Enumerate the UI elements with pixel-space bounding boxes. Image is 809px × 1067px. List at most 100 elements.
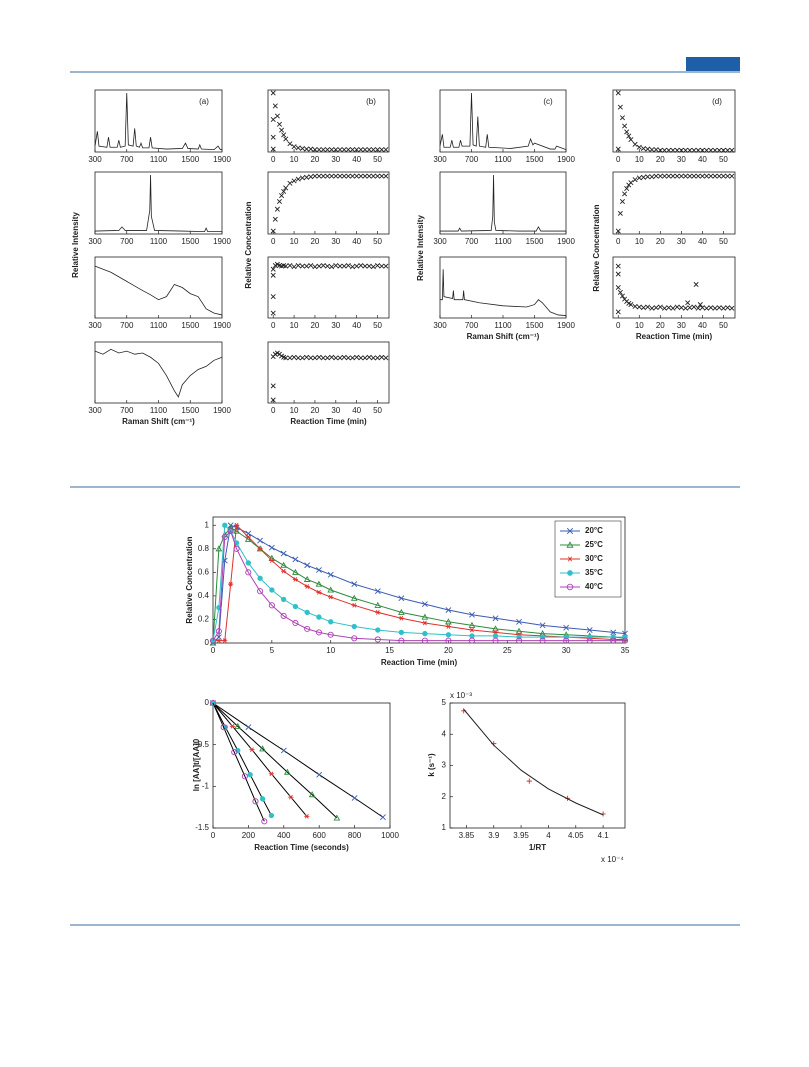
- x-tick-label: 300: [433, 321, 447, 330]
- marker: [657, 304, 663, 310]
- marker: [358, 263, 364, 269]
- marker: [272, 103, 278, 109]
- marker: [687, 147, 693, 153]
- marker: [245, 569, 252, 576]
- marker: [257, 546, 263, 552]
- x-tick-label: 1500: [181, 237, 199, 246]
- marker: [622, 191, 628, 197]
- marker: [270, 383, 276, 389]
- marker: [291, 354, 297, 360]
- marker: [621, 637, 629, 644]
- marker: [716, 305, 722, 311]
- x-tick-label: 1100: [494, 155, 512, 164]
- marker: [257, 588, 264, 595]
- x-tick-label: 1500: [181, 321, 199, 330]
- x-tick-label: 10: [326, 646, 335, 655]
- marker: [383, 173, 389, 179]
- marker: [341, 263, 347, 269]
- marker: [716, 173, 722, 179]
- marker: [375, 147, 381, 153]
- marker: [691, 173, 697, 179]
- x-tick-label: 3.9: [488, 831, 500, 840]
- marker: [287, 355, 293, 361]
- marker: [320, 147, 326, 153]
- marker: [515, 627, 523, 634]
- marker: [227, 528, 234, 535]
- marker: [270, 228, 276, 234]
- x-tick-label: 20: [310, 237, 319, 246]
- marker: [421, 601, 428, 608]
- marker: [316, 173, 322, 179]
- marker: [567, 570, 573, 576]
- legend-label: 35°C: [585, 568, 603, 577]
- marker: [270, 397, 276, 403]
- x-tick-label: 0: [211, 831, 216, 840]
- marker: [329, 354, 335, 360]
- marker: [328, 619, 334, 625]
- marker: [362, 263, 368, 269]
- x-tick-label: 4: [546, 831, 551, 840]
- marker: [270, 266, 276, 272]
- marker: [624, 129, 630, 135]
- marker: [567, 556, 573, 562]
- x-tick-label: 1100: [150, 155, 168, 164]
- marker: [610, 629, 617, 636]
- marker: [362, 355, 368, 361]
- marker: [349, 173, 356, 179]
- marker: [304, 609, 310, 616]
- x-tick-label: 0: [271, 406, 276, 415]
- marker: [209, 699, 217, 707]
- marker: [374, 636, 381, 643]
- x-tick-label: 1100: [494, 321, 512, 330]
- marker: [563, 624, 570, 631]
- marker: [375, 263, 381, 269]
- legend-label: 25°C: [585, 540, 603, 549]
- marker: [308, 791, 316, 798]
- marker: [327, 586, 335, 593]
- x-tick-label: 1500: [181, 155, 199, 164]
- data-line: [212, 702, 384, 818]
- data-line: [440, 174, 566, 232]
- marker: [281, 568, 287, 574]
- marker: [615, 271, 621, 277]
- legend-label: 20°C: [585, 526, 603, 535]
- marker: [341, 354, 347, 360]
- x-tick-label: 0: [271, 155, 276, 164]
- y-tick-label: -1: [202, 781, 210, 790]
- plot-frame: [212, 702, 391, 829]
- marker: [687, 305, 693, 311]
- y-axis-label: Relative Concentration: [244, 201, 253, 288]
- x-tick-label: 20: [656, 237, 665, 246]
- x-tick-label: 10: [290, 237, 299, 246]
- marker: [299, 263, 305, 269]
- marker: [341, 147, 347, 153]
- marker: [349, 147, 356, 153]
- marker: [269, 558, 275, 563]
- marker: [729, 305, 735, 311]
- marker: [624, 186, 630, 192]
- plot-frame: [612, 89, 736, 153]
- x-tick-label: 50: [373, 155, 382, 164]
- marker: [615, 263, 621, 269]
- marker: [228, 581, 234, 587]
- marker: [492, 615, 499, 622]
- marker: [379, 354, 385, 360]
- marker: [380, 814, 386, 821]
- panel-label: (c): [543, 97, 553, 106]
- marker: [308, 174, 314, 180]
- data-line: [212, 702, 265, 822]
- marker: [261, 818, 268, 825]
- x-tick-label: 20: [656, 155, 665, 164]
- marker: [662, 147, 668, 153]
- x-tick-label: 25: [503, 646, 512, 655]
- marker: [370, 355, 376, 361]
- legend-label: 30°C: [585, 554, 603, 563]
- marker: [374, 601, 382, 608]
- y-axis-label: Relative Intensity: [71, 212, 80, 278]
- x-tick-label: 0: [211, 646, 216, 655]
- marker: [674, 304, 680, 310]
- marker: [257, 575, 263, 581]
- y-tick-label: 0.4: [198, 591, 210, 600]
- marker: [358, 355, 364, 361]
- marker: [645, 146, 651, 152]
